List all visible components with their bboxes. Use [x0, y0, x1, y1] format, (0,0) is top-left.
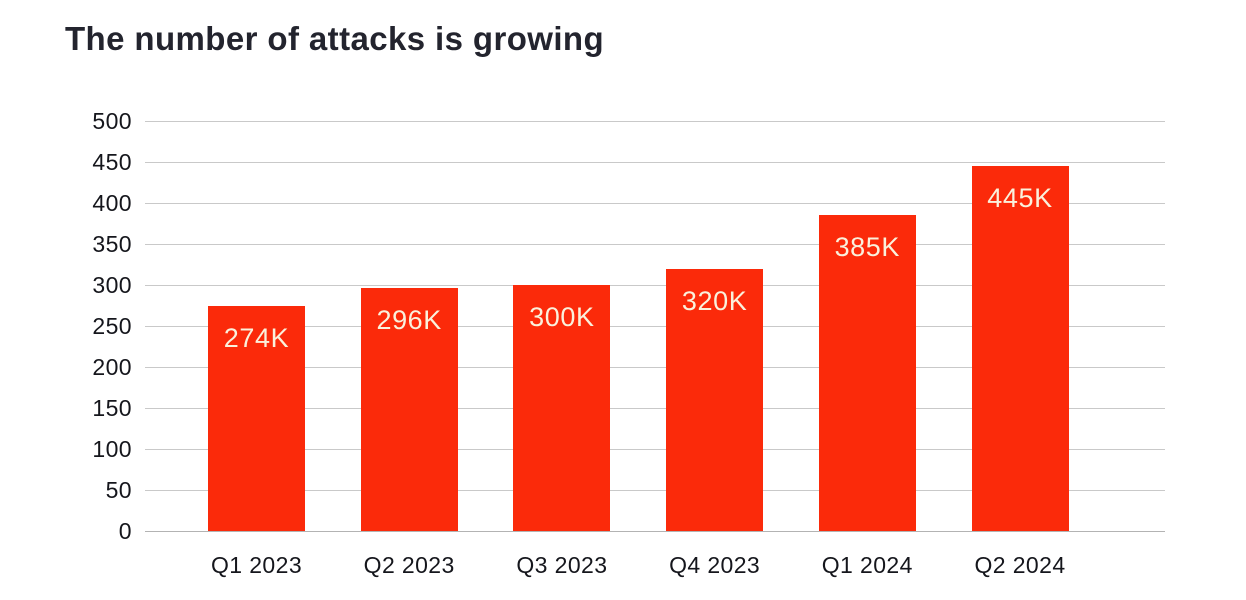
bar: 274K [208, 306, 305, 531]
y-axis-tick-label: 400 [92, 190, 132, 216]
y-axis-tick-label: 250 [92, 313, 132, 339]
y-axis-tick-label: 0 [118, 518, 132, 544]
gridline [145, 367, 1165, 368]
y-axis-tick-label: 300 [92, 272, 132, 298]
y-axis-tick-label: 50 [105, 477, 132, 503]
bar-value-label: 296K [376, 305, 442, 336]
gridline [145, 408, 1165, 409]
bar: 320K [666, 268, 764, 531]
gridline [145, 490, 1165, 491]
x-axis-line [145, 531, 1165, 532]
bar-value-label: 385K [834, 232, 901, 263]
gridline [145, 326, 1165, 327]
bar: 385K [818, 215, 916, 531]
bar-value-label: 320K [681, 285, 748, 316]
y-axis-tick-label: 350 [92, 231, 132, 257]
bar-value-label: 445K [987, 183, 1053, 214]
gridline [145, 121, 1165, 122]
y-axis-tick-label: 500 [92, 108, 132, 134]
x-axis-category-label: Q4 2023 [669, 552, 761, 578]
y-axis-tick-label: 200 [92, 354, 132, 380]
chart-title: The number of attacks is growing [65, 20, 605, 57]
bar-value-label: 274K [223, 323, 290, 354]
y-axis-tick-label: 450 [92, 149, 132, 175]
gridline [145, 203, 1165, 204]
gridline [145, 449, 1165, 450]
y-axis-tick-label: 100 [92, 436, 132, 462]
x-axis-category-label: Q3 2023 [516, 552, 608, 578]
x-axis-category-label: Q2 2023 [363, 552, 455, 578]
x-axis-category-label: Q1 2024 [821, 552, 913, 578]
bar-value-label: 300K [529, 302, 595, 332]
gridline [145, 285, 1165, 286]
x-axis-category-label: Q2 2024 [974, 552, 1066, 578]
gridline [145, 162, 1165, 163]
bar: 300K [513, 285, 611, 531]
x-axis-category-label: Q1 2023 [210, 552, 303, 578]
bar: 445K [971, 166, 1069, 531]
y-axis-tick-label: 150 [92, 395, 132, 421]
gridline [145, 244, 1165, 245]
bar: 296K [360, 288, 458, 531]
